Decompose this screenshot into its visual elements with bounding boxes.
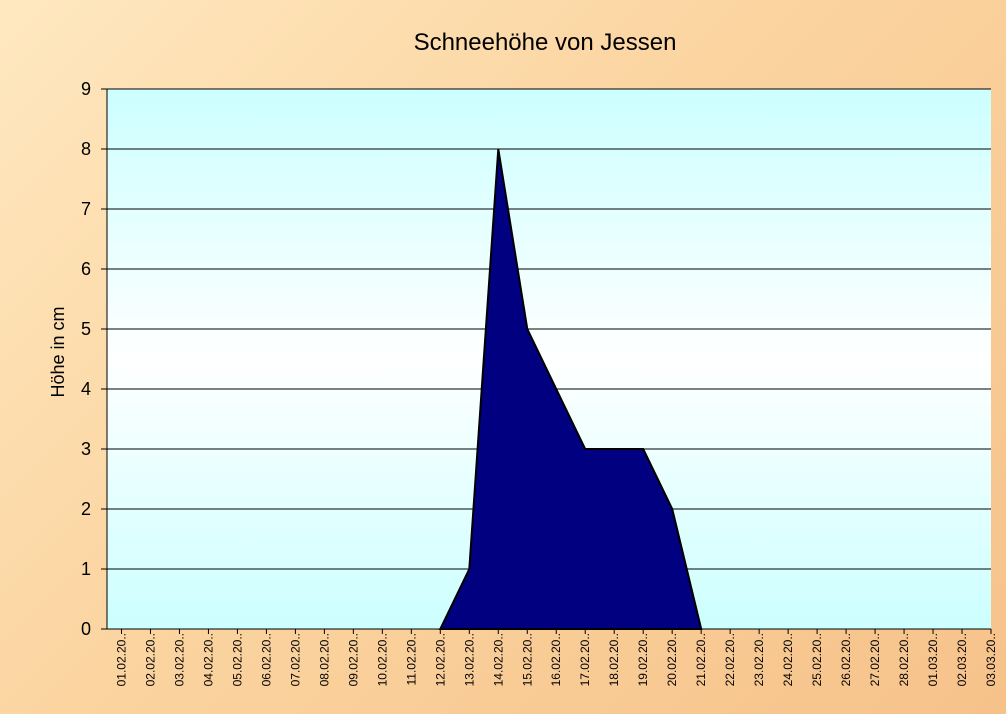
x-tick-label: 08.02.20..	[317, 633, 331, 686]
y-axis-ticks: 0 1 2 3 4 5 6 7 8 9	[81, 79, 107, 639]
x-tick-label: 21.02.20..	[694, 633, 708, 686]
y-axis-title: Höhe in cm	[48, 306, 68, 397]
x-tick-label: 04.02.20..	[201, 633, 215, 686]
x-tick-label: 22.02.20..	[723, 633, 737, 686]
chart-title: Schneehöhe von Jessen	[414, 29, 677, 56]
y-tick-label: 6	[81, 259, 91, 279]
x-tick-label: 24.02.20..	[781, 633, 795, 686]
x-tick-label: 17.02.20..	[578, 633, 592, 686]
x-tick-label: 18.02.20..	[607, 633, 621, 686]
x-tick-label: 15.02.20..	[520, 633, 534, 686]
x-tick-label: 27.02.20..	[868, 633, 882, 686]
x-tick-label: 03.03.20..	[984, 633, 998, 686]
axes	[106, 89, 991, 630]
y-tick-label: 3	[81, 439, 91, 459]
x-tick-label: 20.02.20..	[665, 633, 679, 686]
x-tick-label: 07.02.20..	[288, 633, 302, 686]
x-tick-label: 25.02.20..	[810, 633, 824, 686]
x-tick-label: 13.02.20..	[462, 633, 476, 686]
y-tick-label: 5	[81, 319, 91, 339]
x-tick-label: 10.02.20..	[375, 633, 389, 686]
x-tick-label: 09.02.20..	[346, 633, 360, 686]
area-layer	[438, 148, 703, 630]
x-tick-label: 19.02.20..	[636, 633, 650, 686]
x-tick-label: 12.02.20..	[433, 633, 447, 686]
x-tick-label: 02.03.20..	[955, 633, 969, 686]
x-tick-label: 02.02.20..	[144, 633, 158, 686]
y-tick-label: 9	[81, 79, 91, 99]
x-tick-label: 11.02.20..	[404, 633, 418, 686]
y-tick-label: 2	[81, 499, 91, 519]
area-series-0	[438, 148, 703, 630]
x-tick-label: 01.02.20..	[115, 633, 129, 686]
x-tick-label: 23.02.20..	[752, 633, 766, 686]
x-tick-label: 03.02.20..	[173, 633, 187, 686]
x-tick-label: 26.02.20..	[839, 633, 853, 686]
x-tick-label: 28.02.20..	[897, 633, 911, 686]
x-tick-label: 06.02.20..	[259, 633, 273, 686]
x-tick-label: 16.02.20..	[549, 633, 563, 686]
y-tick-label: 1	[81, 559, 91, 579]
x-axis-ticks: 01.02.20.. 02.02.20.. 03.02.20.. 04.02.20..…	[115, 629, 998, 686]
y-tick-label: 8	[81, 139, 91, 159]
x-tick-label: 05.02.20..	[230, 633, 244, 686]
y-tick-label: 0	[81, 619, 91, 639]
x-tick-label: 01.03.20..	[926, 633, 940, 686]
y-tick-label: 7	[81, 199, 91, 219]
x-tick-label: 14.02.20..	[491, 633, 505, 686]
y-tick-label: 4	[81, 379, 91, 399]
